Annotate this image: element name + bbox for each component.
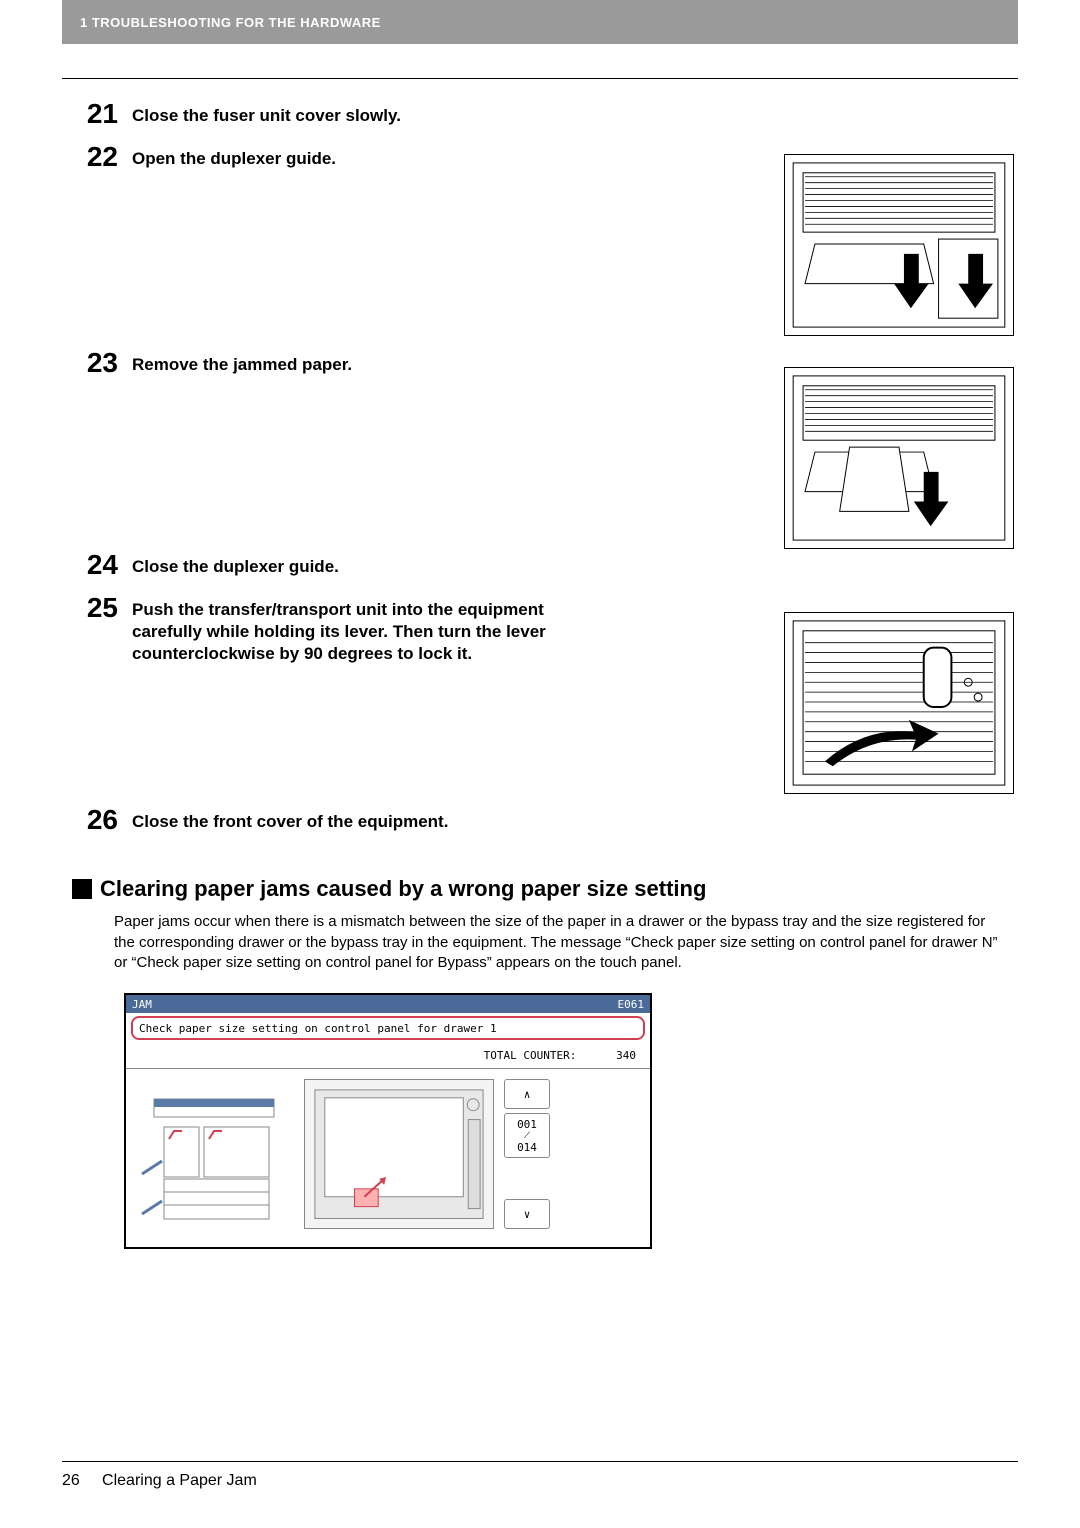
footer: 26 Clearing a Paper Jam [62, 1472, 257, 1490]
chapter-title: 1 TROUBLESHOOTING FOR THE HARDWARE [80, 15, 381, 30]
step-text: Open the duplexer guide. [132, 142, 336, 170]
panel-message: Check paper size setting on control pane… [139, 1022, 497, 1035]
section-paragraph: Paper jams occur when there is a mismatc… [114, 912, 1008, 973]
step-26: 26 Close the front cover of the equipmen… [62, 805, 1018, 836]
heading-title: Clearing paper jams caused by a wrong pa… [100, 876, 706, 902]
section-heading: Clearing paper jams caused by a wrong pa… [72, 876, 1018, 902]
step-text: Push the transfer/transport unit into th… [132, 593, 572, 665]
illustration-open-duplexer [784, 154, 1014, 336]
counter-value: 340 [616, 1049, 636, 1062]
step-number: 23 [62, 348, 118, 379]
step-text: Close the fuser unit cover slowly. [132, 99, 401, 127]
step-number: 21 [62, 99, 118, 130]
footer-rule [62, 1461, 1018, 1462]
panel-code2: 014 [517, 1141, 537, 1154]
content-area: 21 Close the fuser unit cover slowly. 22… [62, 78, 1018, 1249]
step-number: 25 [62, 593, 118, 624]
panel-top-bar: JAM E061 [126, 995, 650, 1013]
separator: ⟋ [524, 1131, 530, 1141]
step-text: Remove the jammed paper. [132, 348, 352, 376]
page-number: 26 [62, 1472, 80, 1489]
step-21: 21 Close the fuser unit cover slowly. [62, 99, 1018, 130]
panel-jam-label: JAM [132, 998, 152, 1011]
panel-code-display: 001 ⟋ 014 [504, 1113, 550, 1158]
step-24: 24 Close the duplexer guide. [62, 550, 1018, 581]
panel-counter-row: TOTAL COUNTER: 340 [126, 1043, 650, 1069]
heading-marker-icon [72, 879, 92, 899]
panel-code1: 001 [517, 1118, 537, 1131]
touch-panel-mock: JAM E061 Check paper size setting on con… [124, 993, 652, 1249]
panel-machine-diagram-mid [304, 1079, 494, 1229]
step-text: Close the duplexer guide. [132, 550, 339, 578]
panel-error-code: E061 [618, 998, 645, 1011]
panel-up-button[interactable]: ∧ [504, 1079, 550, 1109]
step-number: 26 [62, 805, 118, 836]
chapter-header: 1 TROUBLESHOOTING FOR THE HARDWARE [62, 0, 1018, 44]
page-title: Clearing a Paper Jam [102, 1472, 257, 1489]
step-number: 22 [62, 142, 118, 173]
panel-right-buttons: ∧ 001 ⟋ 014 ∨ [504, 1079, 550, 1229]
counter-label: TOTAL COUNTER: [484, 1049, 577, 1062]
illustration-remove-paper [784, 367, 1014, 549]
step-text: Close the front cover of the equipment. [132, 805, 448, 833]
illustration-push-unit [784, 612, 1014, 794]
step-number: 24 [62, 550, 118, 581]
panel-body: ∧ 001 ⟋ 014 ∨ [126, 1069, 650, 1239]
panel-message-highlight: Check paper size setting on control pane… [131, 1016, 645, 1040]
spacer [504, 1162, 550, 1195]
panel-down-button[interactable]: ∨ [504, 1199, 550, 1229]
panel-machine-diagram-left [134, 1079, 294, 1229]
